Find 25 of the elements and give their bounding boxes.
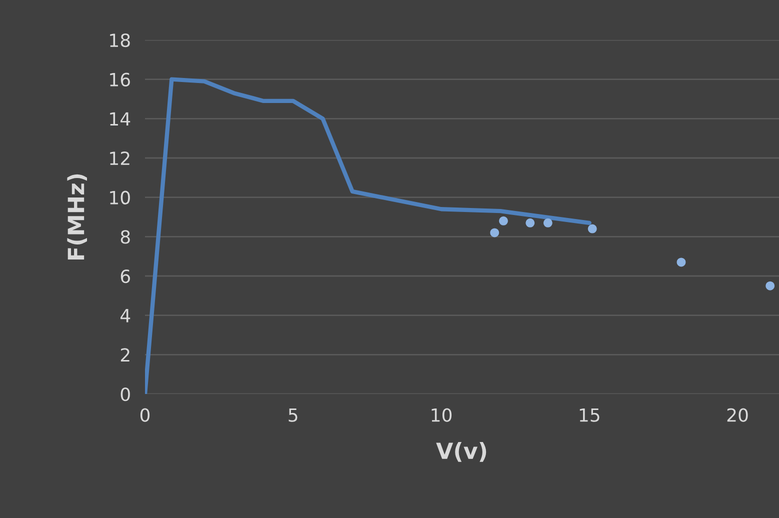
y-tick-label: 4 <box>120 309 130 322</box>
point <box>526 218 535 228</box>
point <box>676 258 686 267</box>
y-tick-label: 18 <box>110 33 130 48</box>
x-tick-label: 0 <box>140 408 150 422</box>
y-axis-title: F(MHz) <box>67 174 87 260</box>
x-tick-label: 10 <box>432 408 452 422</box>
y-tick-label: 0 <box>120 387 130 402</box>
point <box>588 224 597 234</box>
y-tick-label: 16 <box>110 72 130 86</box>
point <box>498 216 508 226</box>
x-tick-label: 20 <box>727 408 748 422</box>
y-tick-label: 10 <box>110 190 130 204</box>
x-tick-label: 5 <box>288 408 298 422</box>
x-tick-label: 15 <box>580 408 600 422</box>
y-tick-label: 2 <box>120 348 130 362</box>
y-tick-label: 8 <box>120 230 130 244</box>
line-series <box>145 77 592 394</box>
point <box>490 228 500 238</box>
y-tick-label: 12 <box>110 151 130 165</box>
point <box>766 281 775 290</box>
y-tick-label: 6 <box>120 269 130 284</box>
x-axis-title: V(v) <box>436 442 486 462</box>
y-tick-label: 14 <box>110 112 130 126</box>
point <box>543 218 552 228</box>
